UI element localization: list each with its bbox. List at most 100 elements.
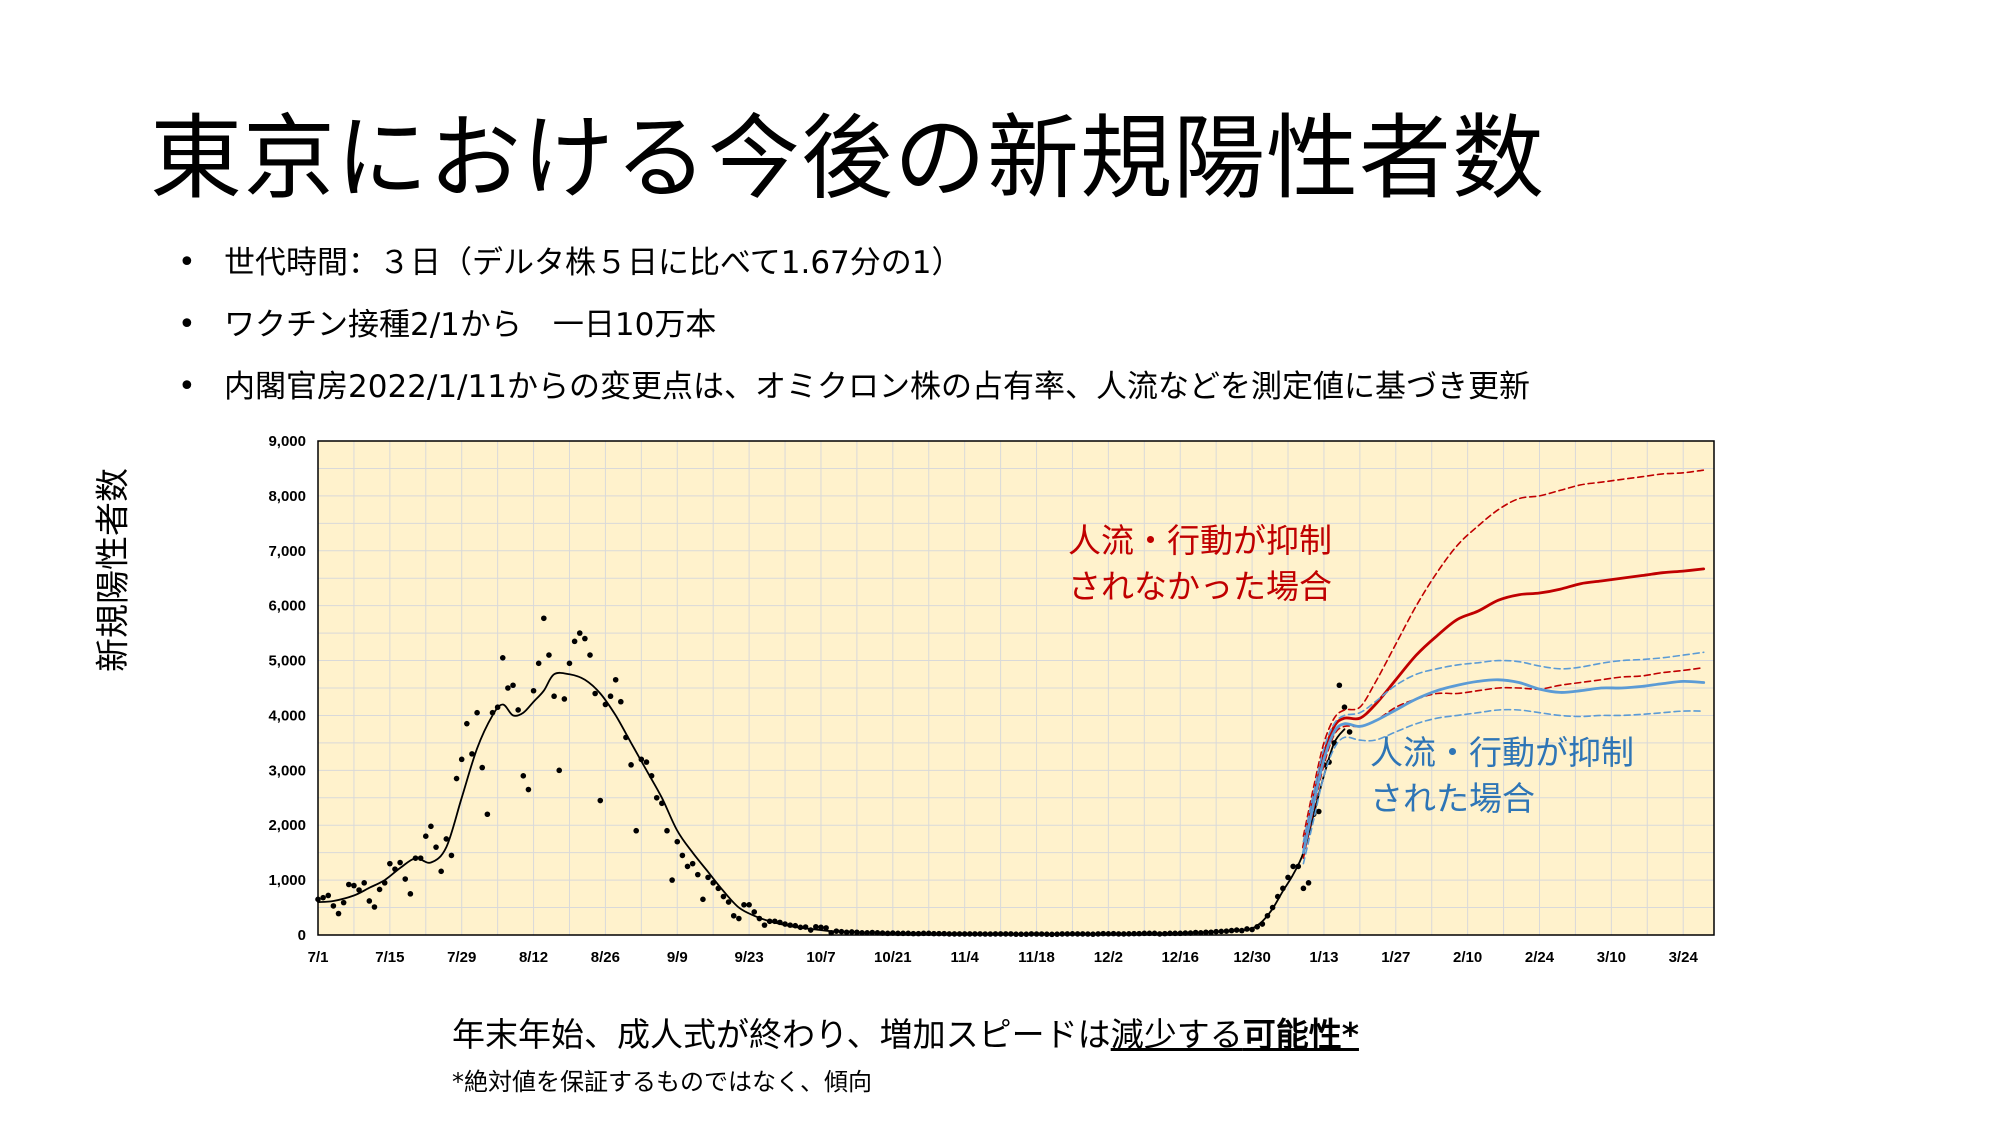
x-tick-label: 3/24 [1669,949,1699,966]
observed-point [1336,682,1343,689]
x-tick-label: 9/23 [735,949,764,966]
observed-point [351,882,357,889]
observed-point [571,638,578,645]
observed-point [618,698,624,705]
observed-point [607,693,614,700]
bullet-text: ワクチン接種2/1から 一日10万本 [224,307,717,343]
x-tick-label: 10/21 [874,949,912,966]
observed-point [469,751,475,757]
observed-point [325,892,332,899]
observed-point [818,924,824,931]
moving-average-line [317,671,1346,935]
bullet-dot: • [178,369,196,404]
observed-point [376,886,383,893]
x-tick-label: 1/27 [1381,949,1410,966]
x-tick-label: 12/16 [1161,949,1199,966]
x-tick-label: 11/4 [950,949,979,966]
observed-point [443,836,450,842]
x-tick-label: 3/10 [1597,949,1626,966]
bullet-dot: • [178,307,196,342]
observed-point [1285,874,1291,881]
observed-point [422,833,429,839]
observed-point [582,635,588,642]
observed-point [520,773,527,779]
observed-point [546,652,552,658]
observed-point [551,693,557,700]
observed-point [1305,880,1312,886]
y-tick-label: 0 [298,927,306,944]
observed-point [751,909,758,915]
series-dashed-line [1302,651,1705,843]
y-tick-label: 6,000 [268,598,306,615]
bullet-dot: • [178,245,196,280]
observed-point [371,904,378,910]
bullet-text: 世代時間：３日（デルタ株５日に比べて1.67分の1） [224,245,963,281]
observed-point [633,827,640,834]
observed-point [741,902,747,908]
observed-point [510,682,516,689]
observed-point [669,877,675,883]
y-tick-label: 1,000 [268,872,306,889]
y-axis-label-text: 新規陽性者数 [93,468,134,672]
x-tick-label: 8/26 [591,949,620,966]
observed-point [366,898,373,904]
observed-point [556,767,563,774]
footer-bold-text: 可能性* [1242,1015,1359,1054]
grid [318,441,1714,935]
observed-point [479,764,486,771]
series-line [1302,567,1706,849]
y-tick-label: 3,000 [268,762,306,779]
observed-point [746,902,752,908]
observed-point [628,762,634,768]
observed-point [535,660,542,667]
observed-point [356,887,362,893]
observed-point [653,794,660,801]
observed-point [1316,808,1322,815]
footnote: *絶対値を保証するものではなく、傾向 [452,1068,872,1096]
observed-point [566,660,573,667]
observed-point [448,852,455,859]
x-tick-label: 9/9 [667,949,688,966]
page-title: 東京における今後の新規陽性者数 [150,105,1546,212]
observed-point [530,687,537,694]
series-layer [315,469,1706,938]
x-tick-label: 2/24 [1525,949,1555,966]
observed-point [458,756,465,763]
observed-point [428,823,434,830]
bullet-list: • 世代時間：３日（デルタ株５日に比べて1.67分の1） • ワクチン接種2/1から… [178,232,1530,418]
observed-point [345,881,352,888]
observed-point [684,863,691,870]
observed-point [679,852,686,859]
observed-point [407,891,414,897]
tick-labels: 0 1,000 2,000 3,000 4,000 5,000 6,000 7,000 8,00… [268,433,1698,966]
x-tick-label: 7/15 [375,949,404,966]
observed-point [453,775,460,782]
x-tick-label: 10/7 [806,949,835,966]
plot-frame [317,440,1715,936]
observed-point [474,709,480,716]
y-tick-label: 4,000 [268,707,306,724]
observed-point [823,925,829,931]
observed-point [736,915,742,922]
observed-point [592,690,598,697]
observed-point [813,923,819,930]
observed-point [643,759,650,765]
observed-point [597,797,604,804]
observed-point [433,844,439,850]
observed-point [674,838,681,845]
observed-point [1346,729,1353,735]
footer-text: 年末年始、成人式が終わり、増加スピードは [452,1015,1111,1054]
observed-point [387,860,393,867]
y-tick-label: 7,000 [268,543,306,560]
bullet-item: • 内閣官房2022/1/11からの変更点は、オミクロン株の占有率、人流などを測定… [178,356,1530,418]
observed-point [694,871,701,878]
footer-underlined-text: 減少する [1110,1015,1243,1054]
observed-point [499,655,506,661]
observed-point [484,811,491,818]
annotation-line: されなかった場合 [1068,567,1332,606]
footer-statement: 年末年始、成人式が終わり、増加スピードは減少する可能性* [452,1008,1359,1056]
y-tick-label: 9,000 [268,433,306,450]
x-tick-label: 1/13 [1309,949,1338,966]
x-tick-label: 2/10 [1453,949,1482,966]
